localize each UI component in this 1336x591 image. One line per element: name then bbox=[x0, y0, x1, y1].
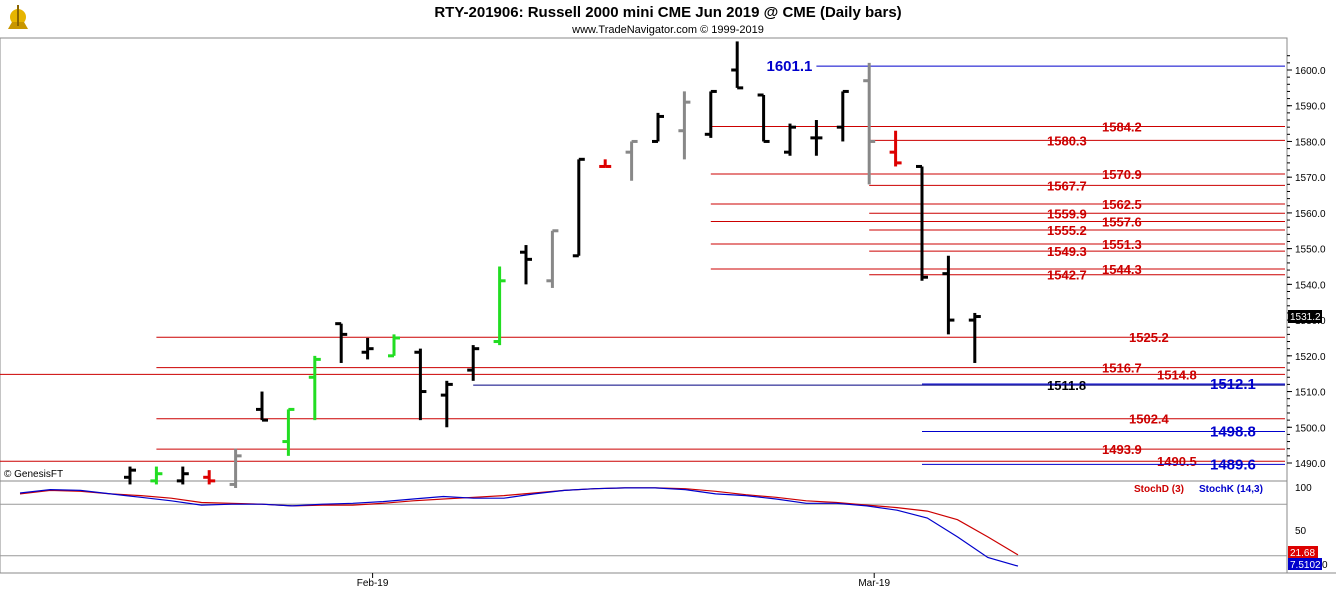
ohlc-bar bbox=[942, 255, 955, 335]
date-x-axis: Feb-19 Mar-19 bbox=[357, 573, 890, 589]
level-label: 1559.9 bbox=[1047, 206, 1087, 221]
ohlc-bar bbox=[731, 41, 744, 90]
y-tick-label: 1590.0 bbox=[1295, 102, 1326, 113]
x-tick-label: Mar-19 bbox=[858, 578, 890, 589]
ohlc-bar bbox=[308, 355, 321, 421]
ohlc-bar bbox=[361, 337, 374, 360]
watermark-label: © GenesisFT bbox=[4, 469, 63, 480]
level-label: 1601.1 bbox=[767, 58, 813, 75]
level-label: 1502.4 bbox=[1129, 412, 1170, 427]
ohlc-bar bbox=[757, 93, 770, 143]
ohlc-bar bbox=[889, 130, 902, 167]
y-tick-label: 1540.0 bbox=[1295, 280, 1326, 291]
ohlc-bar bbox=[467, 345, 480, 381]
ohlc-bar bbox=[493, 266, 506, 346]
y-tick-label: 1600.0 bbox=[1295, 66, 1326, 77]
ohlc-bar bbox=[440, 380, 453, 428]
price-bars-layer bbox=[124, 41, 981, 489]
level-label: 1549.3 bbox=[1047, 244, 1087, 259]
level-label: 1525.2 bbox=[1129, 330, 1169, 345]
stoch-zero-label: 0 bbox=[1322, 560, 1328, 571]
price-plot-area bbox=[0, 37, 1288, 482]
level-label: 1489.6 bbox=[1210, 456, 1256, 473]
level-label: 1555.2 bbox=[1047, 223, 1087, 238]
level-label: 1580.3 bbox=[1047, 133, 1087, 148]
level-label: 1584.2 bbox=[1102, 119, 1142, 134]
level-label: 1516.7 bbox=[1102, 361, 1142, 376]
ohlc-bar bbox=[652, 112, 664, 143]
y-tick-label: 1570.0 bbox=[1295, 173, 1326, 184]
stoch-d-legend: StochD (3) bbox=[1134, 484, 1184, 495]
y-tick-label: 1490.0 bbox=[1295, 459, 1326, 470]
ohlc-bar bbox=[335, 322, 348, 363]
level-label: 1493.9 bbox=[1102, 442, 1142, 457]
y-tick-label: 1520.0 bbox=[1295, 352, 1326, 363]
ohlc-bar bbox=[784, 123, 796, 156]
ohlc-bar bbox=[124, 466, 136, 485]
stoch-k-legend: StochK (14,3) bbox=[1199, 484, 1263, 495]
ohlc-bar bbox=[810, 120, 823, 156]
level-label: 1570.9 bbox=[1102, 167, 1142, 182]
y-tick-label: 1510.0 bbox=[1295, 388, 1326, 399]
ohlc-bar bbox=[836, 89, 849, 142]
level-label: 1514.8 bbox=[1157, 367, 1197, 382]
level-label: 1544.3 bbox=[1102, 262, 1142, 277]
levels-layer: 1601.1 1584.2 1580.3 1570.9 1567.7 1562.5 1559… bbox=[0, 58, 1285, 473]
chart-subtitle: www.TradeNavigator.com © 1999-2019 bbox=[571, 24, 764, 36]
stoch-series-line bbox=[19, 487, 1019, 556]
last-price-label: 1531.2 bbox=[1290, 312, 1321, 323]
ohlc-bar bbox=[150, 466, 163, 485]
stochastic-layer: 100 50 bbox=[0, 483, 1312, 567]
ohlc-bar bbox=[599, 159, 612, 168]
level-label: 1512.1 bbox=[1210, 376, 1256, 393]
ohlc-bar bbox=[414, 348, 427, 421]
stochastic-plot-area bbox=[0, 480, 1288, 574]
level-label: 1551.3 bbox=[1102, 237, 1142, 252]
ohlc-bar bbox=[229, 448, 242, 489]
y-tick-label: 1560.0 bbox=[1295, 209, 1326, 220]
y-tick-label: 1550.0 bbox=[1295, 245, 1326, 256]
stoch-k-badge bbox=[1288, 558, 1322, 570]
trade-navigator-logo-icon bbox=[8, 5, 28, 29]
ohlc-bar bbox=[520, 245, 532, 285]
stoch-k-value: 7.5102 bbox=[1290, 560, 1321, 571]
stoch-series-line bbox=[19, 487, 1019, 567]
y-tick-label: 1500.0 bbox=[1295, 423, 1326, 434]
last-price-badge bbox=[1288, 310, 1322, 323]
ohlc-bar bbox=[176, 466, 189, 485]
stoch-d-badge bbox=[1288, 546, 1318, 558]
ohlc-bar bbox=[916, 164, 928, 281]
ohlc-bar bbox=[203, 470, 216, 485]
stoch-tick-label: 100 bbox=[1295, 483, 1312, 494]
level-label: 1490.5 bbox=[1157, 454, 1197, 469]
ohlc-bar bbox=[256, 391, 268, 422]
ohlc-bar bbox=[388, 334, 400, 358]
level-label: 1557.6 bbox=[1102, 214, 1142, 229]
level-label: 1542.7 bbox=[1047, 268, 1087, 283]
ohlc-bar bbox=[678, 91, 691, 160]
ohlc-bar bbox=[546, 229, 559, 288]
ohlc-bar bbox=[572, 157, 585, 258]
stoch-d-value: 21.68 bbox=[1290, 548, 1315, 559]
level-label: 1567.7 bbox=[1047, 178, 1087, 193]
level-label: 1562.5 bbox=[1102, 197, 1142, 212]
level-label: 1511.8 bbox=[1047, 378, 1086, 393]
price-y-axis: 1490.01500.01510.01520.01530.01540.01550… bbox=[1287, 55, 1326, 470]
ohlc-bar bbox=[282, 407, 295, 456]
ohlc-bar bbox=[704, 89, 717, 138]
ohlc-bar bbox=[625, 139, 638, 181]
ohlc-bar bbox=[863, 62, 876, 185]
chart-title: RTY-201906: Russell 2000 mini CME Jun 20… bbox=[434, 4, 901, 21]
x-tick-label: Feb-19 bbox=[357, 578, 389, 589]
level-label: 1498.8 bbox=[1210, 424, 1256, 441]
ohlc-bar bbox=[968, 312, 981, 363]
y-tick-label: 1580.0 bbox=[1295, 137, 1326, 148]
stoch-tick-label: 50 bbox=[1295, 526, 1307, 537]
